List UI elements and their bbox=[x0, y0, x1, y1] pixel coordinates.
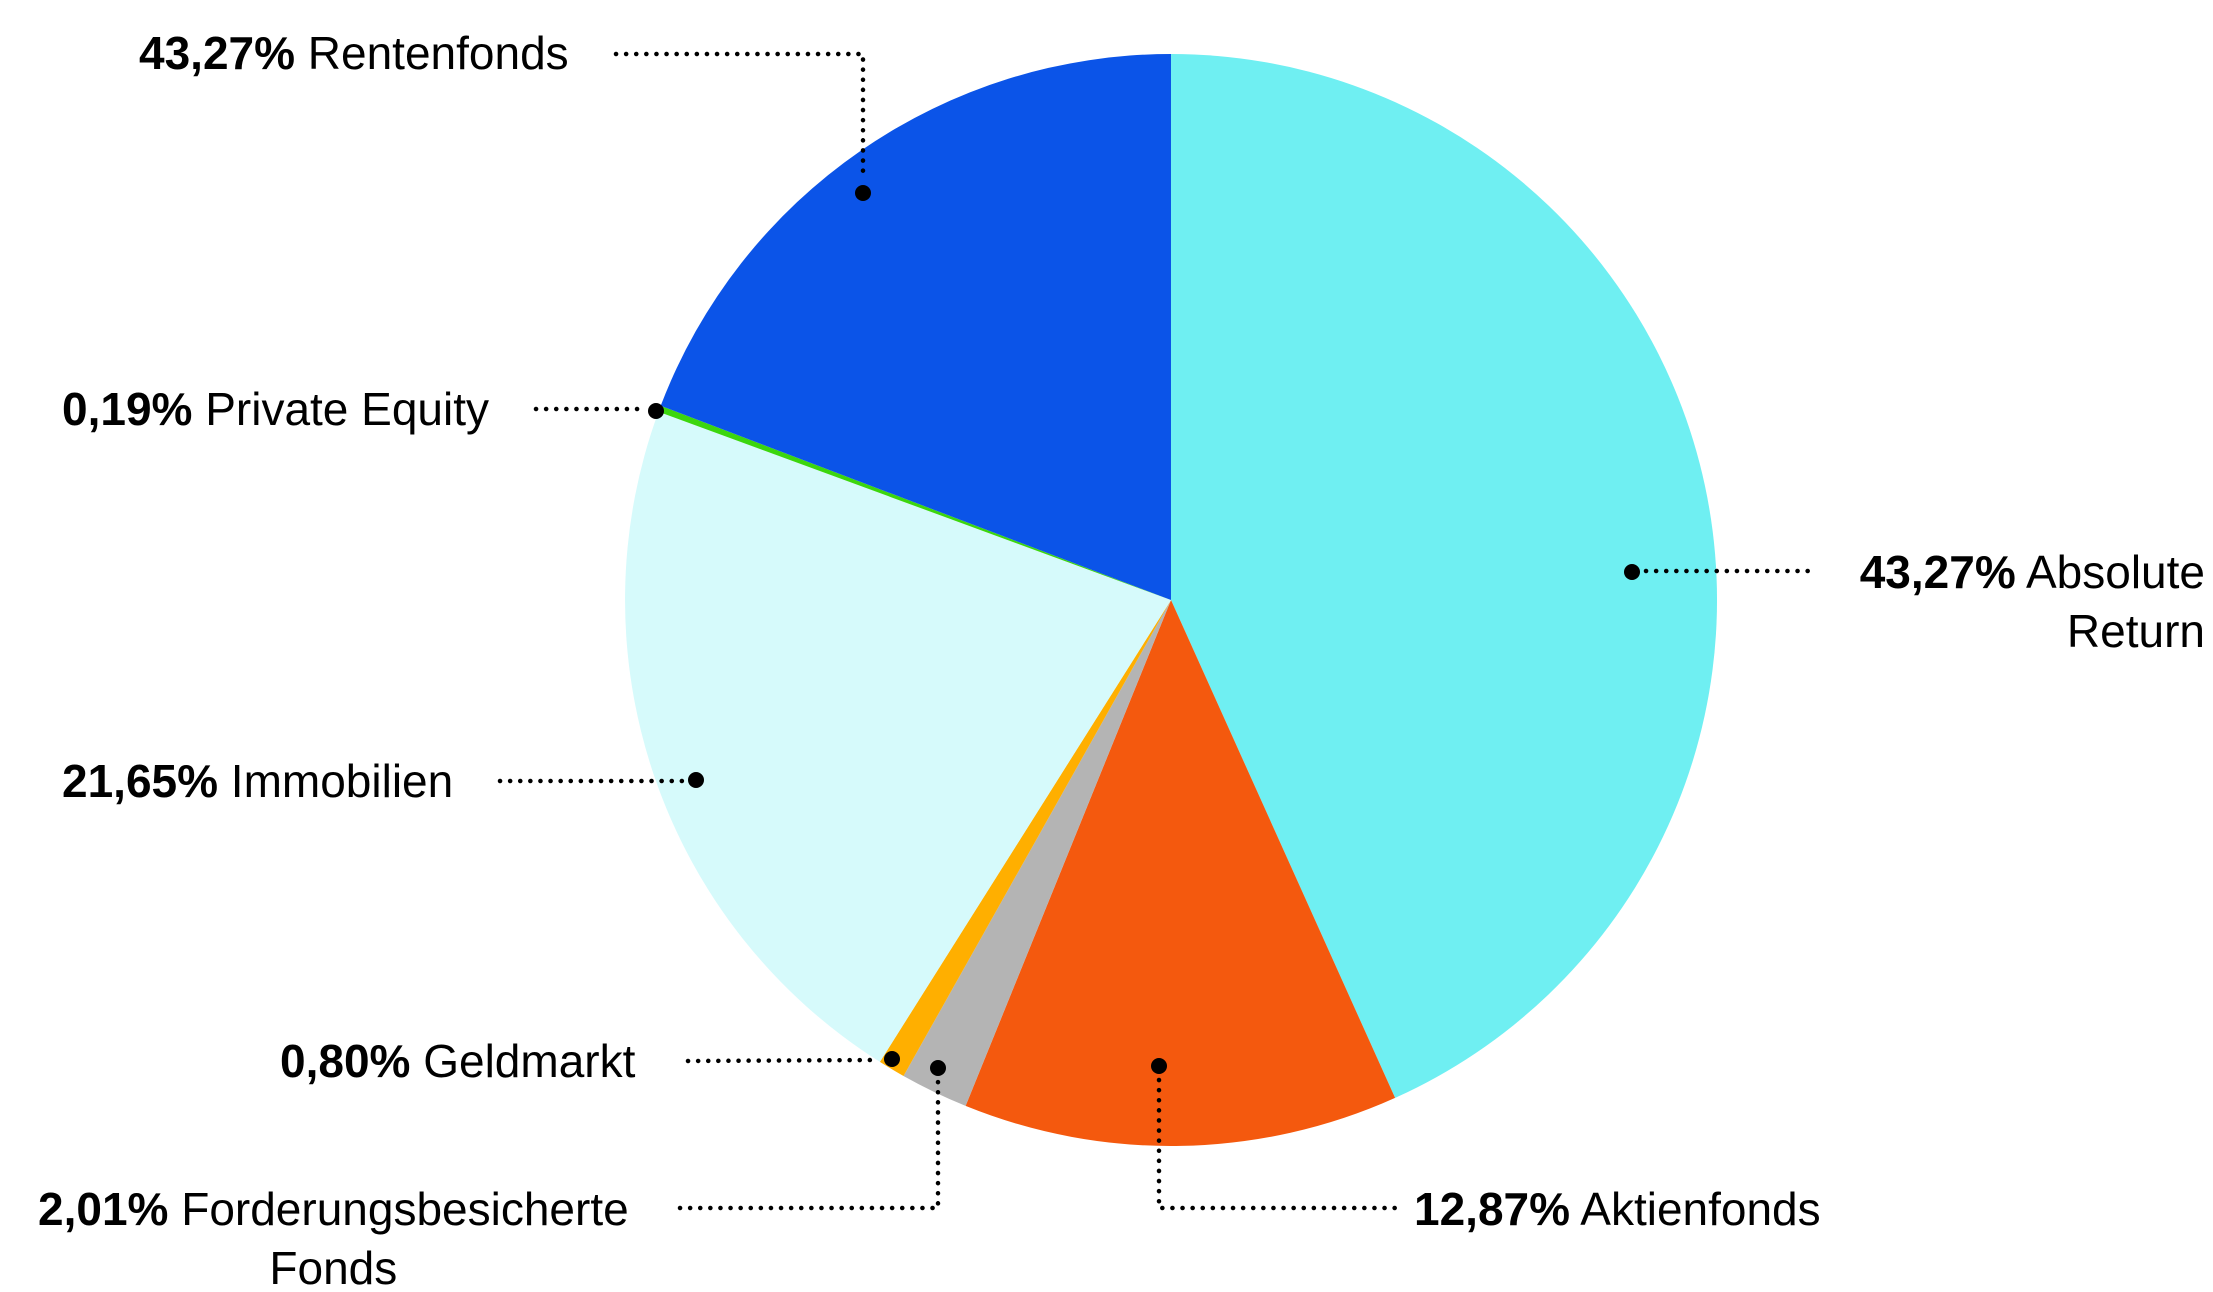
label-absolute-return-line1: 43,27% Absolute bbox=[1860, 543, 2205, 602]
label-absolute-return-name: Absolute bbox=[2025, 546, 2205, 598]
label-aktienfonds: 12,87% Aktienfonds bbox=[1414, 1180, 1821, 1239]
leader-dot-geldmarkt bbox=[884, 1051, 900, 1067]
pie-slice-rentenfonds bbox=[660, 54, 1171, 600]
leader-dot-private-equity bbox=[648, 403, 664, 419]
label-absolute-return-line2: Return bbox=[2066, 604, 2205, 657]
label-rentenfonds: 43,27% Rentenfonds bbox=[139, 24, 569, 83]
pie-slice-geldmarkt bbox=[879, 600, 1171, 1076]
leader-dot-aktienfonds bbox=[1151, 1058, 1167, 1074]
label-absolute-return-pct: 43,27% bbox=[1859, 546, 2016, 598]
label-rentenfonds-name: Rentenfonds bbox=[307, 27, 569, 79]
label-aktienfonds-name: Aktienfonds bbox=[1580, 1183, 1821, 1235]
label-forderungsbesicherte-fonds: 2,01% Forderungsbesicherte Fonds bbox=[38, 1180, 629, 1292]
pie-slice-immobilien bbox=[625, 411, 1171, 1062]
label-geldmarkt-pct: 0,80% bbox=[280, 1035, 411, 1087]
label-forderungsbesicherte-fonds-line1: 2,01% Forderungsbesicherte bbox=[38, 1180, 629, 1239]
pie-slice-aktienfonds bbox=[965, 600, 1396, 1147]
leader-dot-rentenfonds bbox=[855, 185, 871, 201]
leader-dot-forderungsbesicherte-fonds bbox=[930, 1060, 946, 1076]
pie-slice-absolute-return bbox=[1171, 54, 1718, 1098]
pie-slice-private-equity bbox=[658, 405, 1171, 600]
label-geldmarkt-name: Geldmarkt bbox=[423, 1035, 636, 1087]
label-private-equity-name: Private Equity bbox=[205, 383, 490, 435]
pie-slice-forderungsbesicherte-fonds bbox=[903, 600, 1171, 1106]
label-immobilien: 21,65% Immobilien bbox=[62, 752, 453, 811]
leader-dot-absolute-return bbox=[1624, 564, 1640, 580]
label-forderungsbesicherte-fonds-name: Forderungsbesicherte bbox=[181, 1183, 629, 1235]
leader-dot-immobilien bbox=[688, 772, 704, 788]
label-immobilien-name: Immobilien bbox=[230, 755, 454, 807]
pie bbox=[625, 54, 1718, 1147]
leader-line-aktienfonds bbox=[1156, 1077, 1403, 1211]
leader-line-rentenfonds bbox=[613, 51, 866, 179]
label-absolute-return: 43,27% Absolute Return bbox=[1860, 543, 2205, 661]
leader-lines bbox=[497, 51, 1815, 1211]
label-rentenfonds-pct: 43,27% bbox=[139, 27, 296, 79]
label-aktienfonds-pct: 12,87% bbox=[1414, 1183, 1571, 1235]
label-forderungsbesicherte-fonds-pct: 2,01% bbox=[38, 1183, 169, 1235]
label-private-equity-pct: 0,19% bbox=[62, 383, 193, 435]
label-geldmarkt: 0,80% Geldmarkt bbox=[280, 1032, 635, 1091]
label-immobilien-pct: 21,65% bbox=[62, 755, 219, 807]
leader-dots bbox=[648, 185, 1640, 1076]
label-private-equity: 0,19% Private Equity bbox=[62, 380, 489, 439]
leader-line-geldmarkt bbox=[685, 1057, 882, 1064]
leader-line-forderungsbesicherte-fonds bbox=[677, 1078, 941, 1211]
label-forderungsbesicherte-fonds-line2: Fonds bbox=[269, 1241, 398, 1292]
